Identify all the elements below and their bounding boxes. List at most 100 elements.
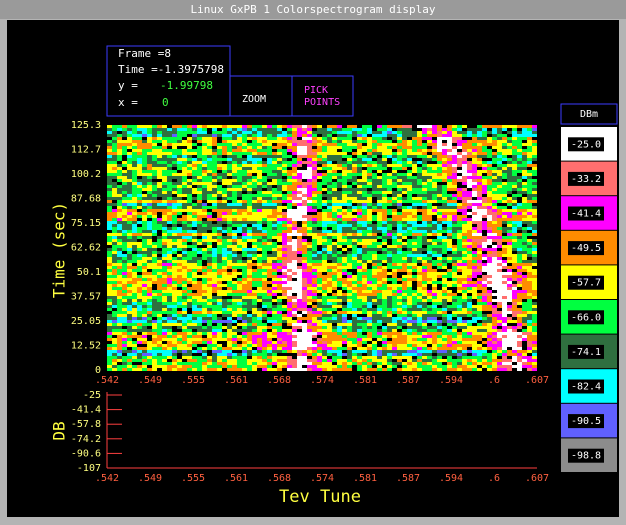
spectrogram-cell [372, 149, 377, 152]
spectrogram-cell [317, 155, 322, 158]
spectrogram-cell [182, 272, 187, 275]
spectrogram-cell [257, 182, 262, 185]
spectrogram-cell [422, 128, 427, 131]
spectrogram-cell [517, 194, 522, 197]
spectrogram-cell [287, 188, 292, 191]
spectrogram-cell [177, 182, 182, 185]
spectrogram-cell [472, 269, 477, 272]
spectrogram-cell [237, 167, 242, 170]
spectrogram-cell [432, 230, 437, 233]
spectrogram-cell [467, 185, 472, 188]
spectrogram-cell [142, 272, 147, 275]
spectrogram-cell [172, 263, 177, 266]
spectrogram-cell [237, 152, 242, 155]
spectrogram-cell [232, 224, 237, 227]
spectrogram-cell [162, 137, 167, 140]
spectrogram-cell [162, 305, 167, 308]
spectrogram-cell [462, 293, 467, 296]
spectrogram-cell [132, 149, 137, 152]
spectrogram-cell [372, 284, 377, 287]
spectrogram-cell [212, 206, 217, 209]
spectrogram-cell [492, 227, 497, 230]
spectrogram-cell [487, 239, 492, 242]
spectrogram-cell [322, 296, 327, 299]
spectrogram-cell [262, 182, 267, 185]
spectrogram-cell [337, 242, 342, 245]
spectrogram-cell [282, 296, 287, 299]
spectrogram-cell [197, 185, 202, 188]
spectrogram-cell [382, 137, 387, 140]
spectrogram-cell [277, 290, 282, 293]
zoom-button[interactable]: ZOOM [230, 76, 292, 116]
spectrogram-cell [182, 173, 187, 176]
spectrogram-cell [532, 173, 537, 176]
spectrogram-cell [277, 275, 282, 278]
pick-button-label[interactable]: PICK [304, 85, 328, 96]
spectrogram-cell [437, 137, 442, 140]
spectrogram-cell [187, 161, 192, 164]
spectrogram-cell [227, 155, 232, 158]
spectrogram-cell [502, 227, 507, 230]
spectrogram-cell [182, 170, 187, 173]
spectrogram-cell [287, 215, 292, 218]
spectrogram-cell [202, 224, 207, 227]
spectrogram-cell [307, 173, 312, 176]
spectrogram-cell [312, 245, 317, 248]
spectrogram-cell [522, 242, 527, 245]
spectrogram-cell [412, 296, 417, 299]
spectrogram-cell [277, 155, 282, 158]
spectrogram-cell [252, 242, 257, 245]
spectrogram-cell [442, 158, 447, 161]
spectrogram-cell [252, 248, 257, 251]
spectrogram-cell [457, 176, 462, 179]
spectrogram-cell [282, 305, 287, 308]
spectrogram-cell [497, 302, 502, 305]
spectrogram-cell [382, 227, 387, 230]
spectrogram-cell [137, 263, 142, 266]
spectrogram-cell [517, 179, 522, 182]
spectrogram-cell [527, 179, 532, 182]
spectrogram-cell [227, 254, 232, 257]
spectrogram-cell [307, 194, 312, 197]
spectrogram-cell [487, 149, 492, 152]
spectrogram-cell [452, 233, 457, 236]
spectrogram-cell [437, 191, 442, 194]
spectrogram-cell [192, 308, 197, 311]
spectrogram-cell [267, 137, 272, 140]
spectrogram-cell [502, 230, 507, 233]
spectrogram-cell [222, 293, 227, 296]
spectrogram-cell [127, 305, 132, 308]
spectrogram-cell [172, 131, 177, 134]
spectrogram-cell [202, 137, 207, 140]
spectrogram-cell [487, 215, 492, 218]
spectrogram-cell [322, 221, 327, 224]
spectrogram-cell [162, 248, 167, 251]
pick-button-box[interactable] [292, 76, 353, 116]
spectrogram-cell [187, 131, 192, 134]
spectrogram-cell [222, 176, 227, 179]
zoom-button-label[interactable]: ZOOM [242, 94, 266, 105]
spectrogram-cell [222, 128, 227, 131]
spectrogram-cell [462, 221, 467, 224]
spectrogram-cell [317, 176, 322, 179]
spectrogram-cell [467, 161, 472, 164]
pick-button-label[interactable]: POINTS [304, 97, 340, 108]
spectrogram-cell [162, 224, 167, 227]
spectrogram-cell [432, 254, 437, 257]
spectrogram-cell [407, 158, 412, 161]
spectrogram-cell [117, 260, 122, 263]
spectrogram-cell [132, 290, 137, 293]
spectrogram-cell [222, 197, 227, 200]
spectrogram-cell [512, 242, 517, 245]
spectrogram-cell [152, 146, 157, 149]
spectrogram-cell [192, 131, 197, 134]
pick-button[interactable]: PICK POINTS [292, 76, 353, 116]
spectrogram-cell [462, 242, 467, 245]
spectrogram-cell [207, 164, 212, 167]
spectrogram-cell [452, 236, 457, 239]
spectrogram-cell [317, 218, 322, 221]
spectrogram-cell [407, 260, 412, 263]
spectrogram-cell [217, 134, 222, 137]
spectrogram-cell [517, 251, 522, 254]
spectrogram-cell [242, 158, 247, 161]
